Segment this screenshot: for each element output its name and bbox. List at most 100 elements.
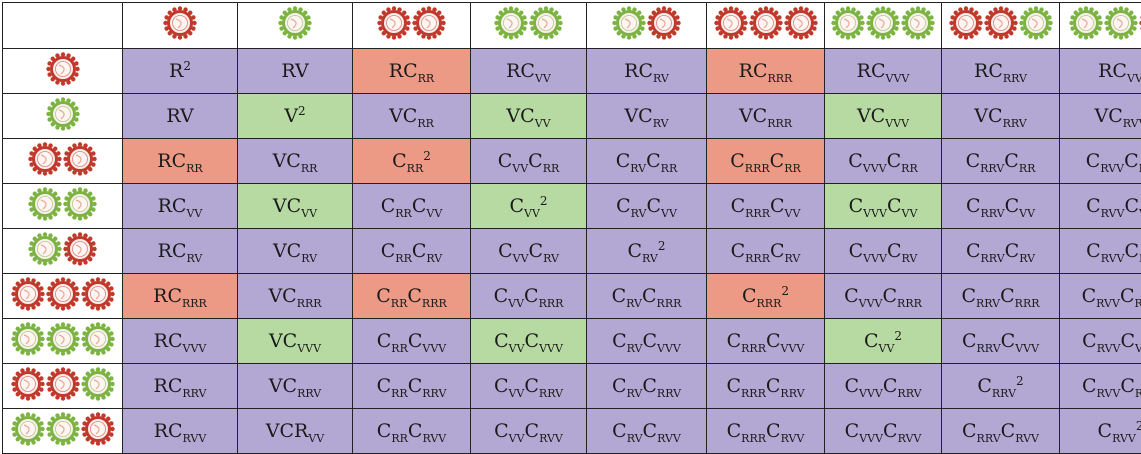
subscript-text: RR <box>395 207 412 220</box>
cell-text: C <box>524 375 539 397</box>
table-cell: CRRV2 <box>942 364 1060 409</box>
superscript-text: 2 <box>1136 419 1141 433</box>
column-virus-icons <box>278 6 312 40</box>
cell-text: C <box>742 285 757 307</box>
cell-text: C <box>377 420 392 442</box>
row-header-vvv <box>3 319 123 364</box>
green-virus-icon <box>1019 6 1053 40</box>
subscript-text: RRV <box>977 342 1001 355</box>
cell-text: C <box>883 420 898 442</box>
superscript-text: 2 <box>781 284 789 298</box>
column-header-rrr <box>707 3 825 49</box>
column-header-v <box>238 3 353 49</box>
table-cell: VCRR <box>238 139 353 184</box>
subscript-text: RR <box>1019 162 1036 175</box>
cell-text: C <box>381 240 396 262</box>
table-cell: VCRRV <box>238 364 353 409</box>
subscript-text: VVV <box>781 342 805 355</box>
cell-text: C <box>498 240 513 262</box>
cell-text: C <box>1120 375 1135 397</box>
red-virus-icon <box>714 6 748 40</box>
subscript-text: RV <box>301 252 317 265</box>
table-cell: VCRRV <box>942 94 1060 139</box>
subscript-text: VV <box>301 207 317 220</box>
green-virus-icon <box>901 6 935 40</box>
cell-text: C <box>525 420 540 442</box>
cell-text: RV <box>166 105 193 127</box>
cell-text: C <box>887 150 902 172</box>
table-cell: CRRCRVV <box>353 409 471 454</box>
table-cell: CRRRCRV <box>707 229 825 274</box>
red-virus-icon <box>749 6 783 40</box>
cell-text: C <box>646 150 661 172</box>
subscript-text: RRV <box>977 432 1001 445</box>
green-virus-icon <box>866 6 900 40</box>
cell-text: C <box>1098 420 1113 442</box>
cell-text: C <box>845 420 860 442</box>
red-virus-icon <box>81 412 115 446</box>
subscript-text: VVV <box>859 387 883 400</box>
table-cell: CRVCRR <box>587 139 707 184</box>
cell-text: VC <box>273 195 301 217</box>
cell-text: RC <box>158 195 187 217</box>
cell-text: C <box>616 195 631 217</box>
red-virus-icon <box>784 6 818 40</box>
subscript-text: VV <box>661 207 677 220</box>
cell-text: C <box>731 195 746 217</box>
subscript-text: RVV <box>657 432 681 445</box>
cell-text: C <box>844 375 859 397</box>
cell-text: RC <box>624 60 653 82</box>
header-row <box>3 3 1141 49</box>
cell-text: RC <box>154 420 183 442</box>
cell-text: C <box>627 240 642 262</box>
cell-text: C <box>961 285 976 307</box>
subscript-text: RVV <box>1101 207 1125 220</box>
subscript-text: RRV <box>981 252 1005 265</box>
subscript-text: RVV <box>1101 252 1125 265</box>
red-virus-icon <box>412 6 446 40</box>
table-cell: RCRR <box>123 139 238 184</box>
red-virus-icon <box>46 52 80 86</box>
table-cell: CRRVCRV <box>942 229 1060 274</box>
table-cell: VCRR <box>353 94 471 139</box>
subscript-text: VVV <box>1015 342 1039 355</box>
subscript-text: RV <box>426 252 442 265</box>
subscript-text: VV <box>308 432 324 445</box>
subscript-text: RRR <box>767 117 792 130</box>
column-virus-icons <box>1069 6 1141 40</box>
subscript-text: RVV <box>539 432 563 445</box>
table-cell: RCRR <box>353 49 471 94</box>
table-cell: CVVVCRRR <box>825 274 942 319</box>
subscript-text: RRV <box>992 387 1016 400</box>
subscript-text: VVV <box>422 342 446 355</box>
superscript-text: 2 <box>658 239 666 253</box>
table-cell: CRR2 <box>353 139 471 184</box>
green-virus-icon <box>28 232 62 266</box>
red-virus-icon <box>11 367 45 401</box>
cell-text: RC <box>857 60 886 82</box>
cell-text: VC <box>739 105 767 127</box>
table-cell: RCRV <box>123 229 238 274</box>
cell-text: C <box>524 285 539 307</box>
row-header-r <box>3 49 123 94</box>
subscript-text: RVV <box>1123 117 1141 130</box>
cell-text: C <box>1086 150 1101 172</box>
table-cell: R2 <box>123 49 238 94</box>
column-header-vv <box>471 3 587 49</box>
subscript-text: RVV <box>1112 432 1136 445</box>
table-cell: RV <box>123 94 238 139</box>
cell-text: C <box>1082 330 1097 352</box>
column-header-vvv <box>825 3 942 49</box>
table-cell: RCRRV <box>123 364 238 409</box>
cell-text: C <box>864 330 879 352</box>
subscript-text: RRV <box>980 207 1004 220</box>
cell-text: C <box>962 420 977 442</box>
cell-text: RC <box>157 150 186 172</box>
